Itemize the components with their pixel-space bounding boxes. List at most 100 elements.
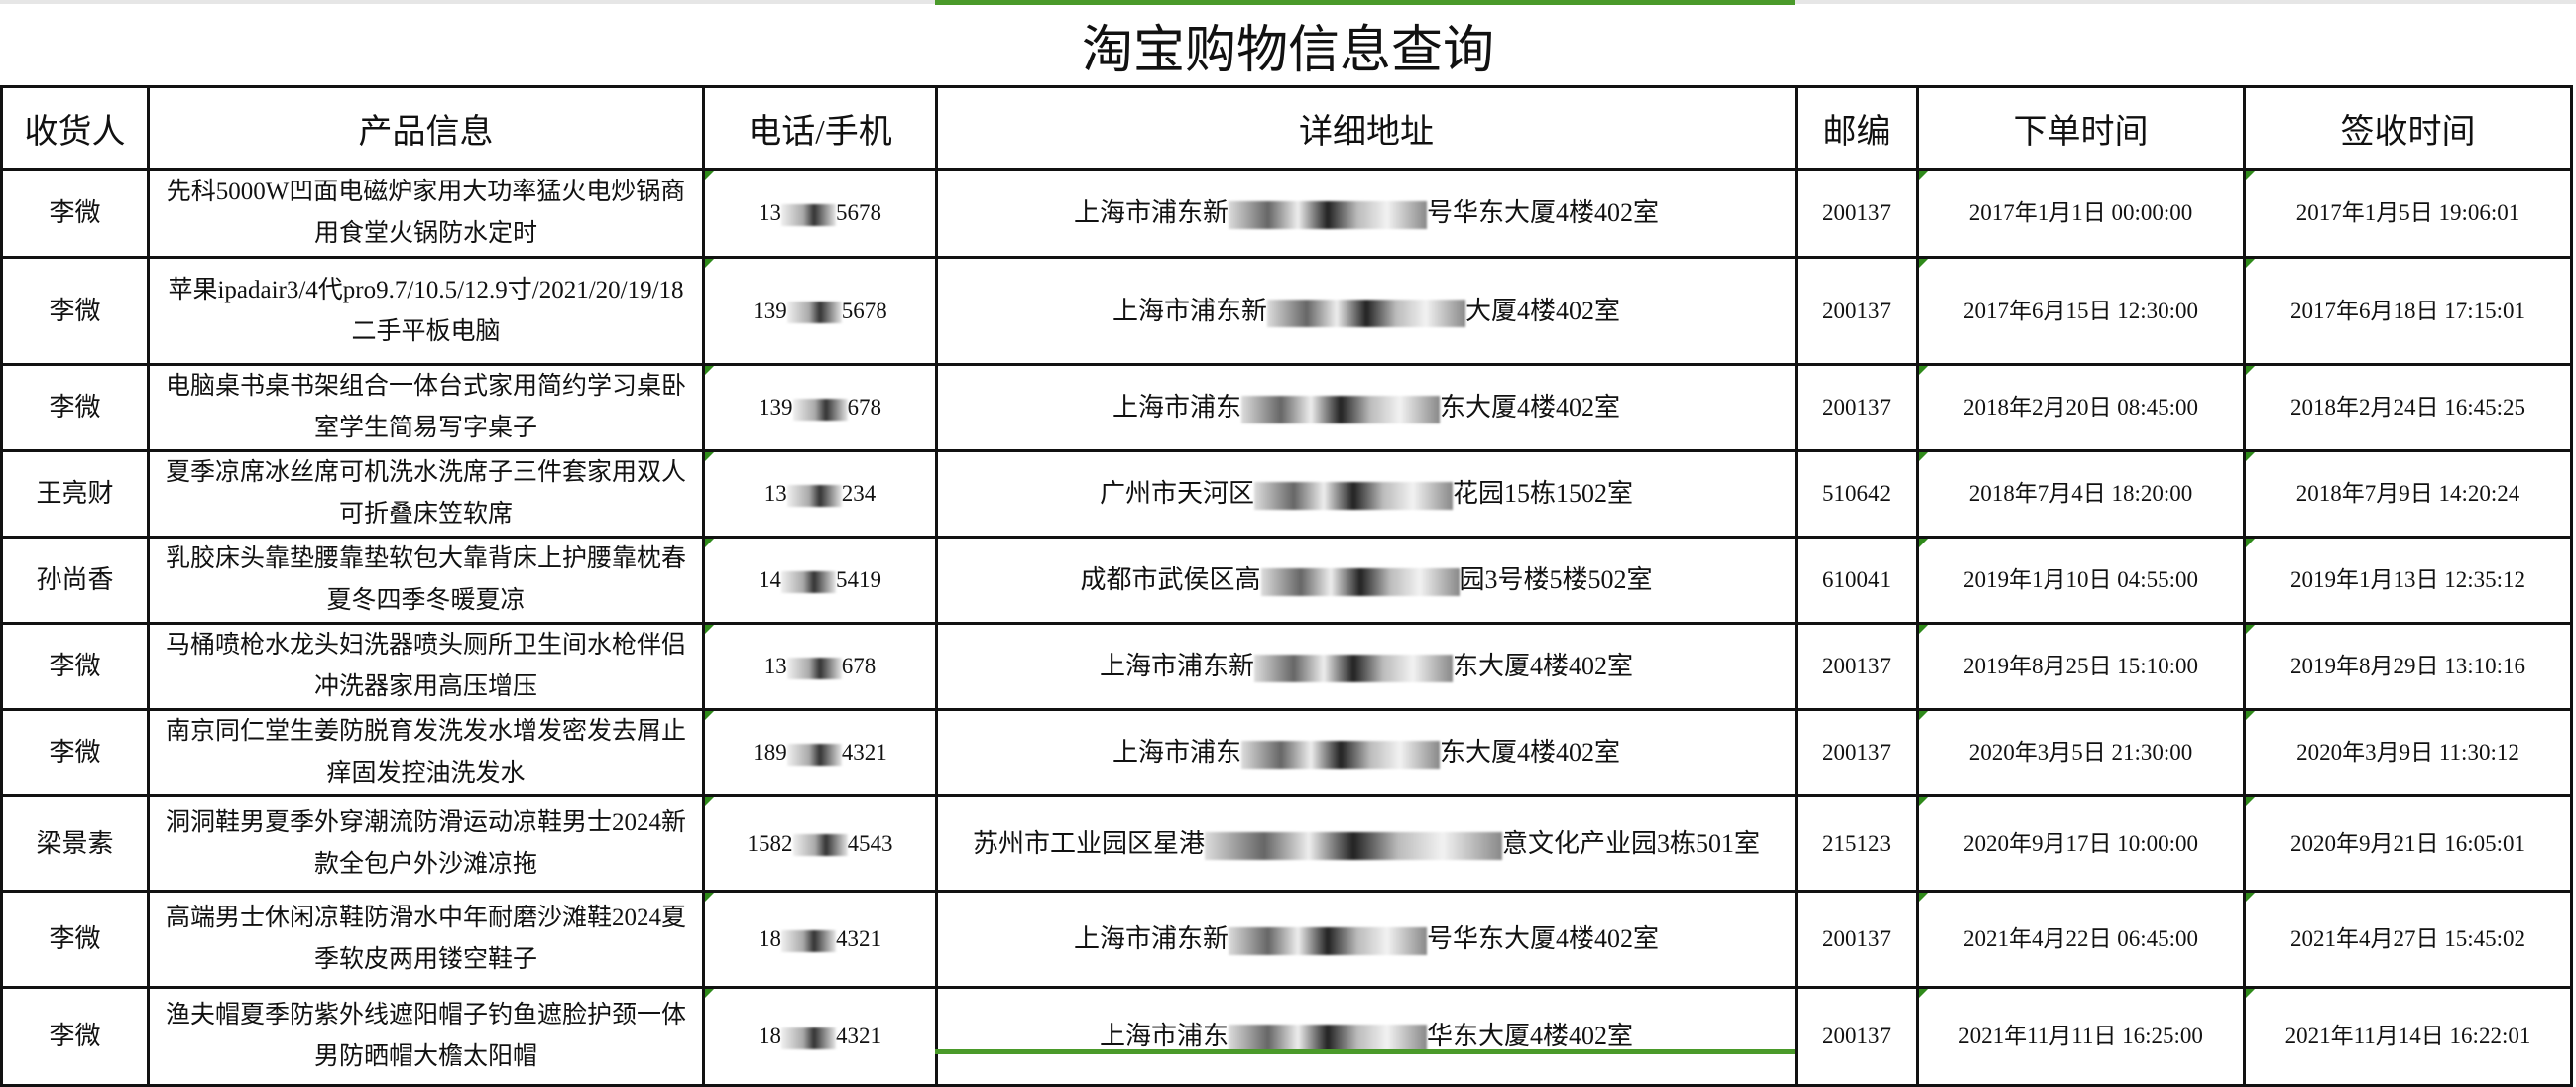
cell-address[interactable]: 上海市浦东新 东大厦4楼402室 (935, 622, 1798, 711)
cell-product[interactable]: 洞洞鞋男夏季外穿潮流防滑运动凉鞋男士2024新款全包户外沙滩凉拖 (147, 794, 705, 893)
cell-sign-time[interactable]: 2017年6月18日 17:15:01 (2243, 256, 2573, 366)
cell-phone[interactable]: 139 678 (702, 363, 938, 452)
cell-phone[interactable]: 189 4321 (702, 708, 938, 797)
cell-sign-time[interactable]: 2019年1月13日 12:35:12 (2243, 536, 2573, 625)
redacted-blur (1229, 927, 1427, 956)
cell-product[interactable]: 马桶喷枪水龙头妇洗器喷头厕所卫生间水枪伴侣冲洗器家用高压增压 (147, 622, 705, 711)
redacted-blur (1229, 201, 1427, 230)
cell-zip[interactable]: 200137 (1795, 708, 1919, 797)
header-phone[interactable]: 电话/手机 (702, 85, 938, 171)
cell-order-time[interactable]: 2017年6月15日 12:30:00 (1916, 256, 2246, 366)
cell-address[interactable]: 苏州市工业园区星港 意文化产业园3栋501室 (935, 794, 1798, 893)
header-address[interactable]: 详细地址 (935, 85, 1798, 171)
phone-prefix: 13 (763, 654, 787, 678)
phone-suffix: 5678 (836, 200, 881, 225)
cell-order-time[interactable]: 2021年11月11日 16:25:00 (1916, 986, 2246, 1087)
phone-prefix: 18 (759, 926, 781, 951)
cell-recipient[interactable]: 李微 (0, 890, 150, 989)
address-prefix: 上海市浦东新 (1099, 652, 1254, 680)
cell-zip[interactable]: 510642 (1795, 449, 1919, 539)
cell-zip[interactable]: 200137 (1795, 256, 1919, 366)
cell-recipient[interactable]: 李微 (0, 986, 150, 1087)
cell-order-time[interactable]: 2020年3月5日 21:30:00 (1916, 708, 2246, 797)
cell-sign-time[interactable]: 2019年8月29日 13:10:16 (2243, 622, 2573, 711)
cell-phone[interactable]: 13 678 (702, 622, 938, 711)
cell-address[interactable]: 上海市浦东 华东大厦4楼402室 (935, 986, 1798, 1087)
header-zip[interactable]: 邮编 (1795, 85, 1919, 171)
cell-phone[interactable]: 13 234 (702, 449, 938, 539)
table-row: 李微 先科5000W凹面电磁炉家用大功率猛火电炒锅商用食堂火锅防水定时 13 5678… (0, 168, 2573, 259)
cell-sign-time[interactable]: 2021年4月27日 15:45:02 (2243, 890, 2573, 989)
cell-phone[interactable]: 18 4321 (702, 890, 938, 989)
phone-prefix: 18 (759, 1024, 781, 1048)
cell-sign-time[interactable]: 2017年1月5日 19:06:01 (2243, 168, 2573, 259)
cell-address[interactable]: 上海市浦东新 号华东大厦4楼402室 (935, 890, 1798, 989)
cell-recipient[interactable]: 孙尚香 (0, 536, 150, 625)
cell-recipient[interactable]: 王亮财 (0, 449, 150, 539)
cell-sign-time[interactable]: 2018年2月24日 16:45:25 (2243, 363, 2573, 452)
cell-address[interactable]: 上海市浦东新 大厦4楼402室 (935, 256, 1798, 366)
phone-suffix: 4321 (841, 740, 887, 765)
cell-phone[interactable]: 139 5678 (702, 256, 938, 366)
cell-order-time[interactable]: 2017年1月1日 00:00:00 (1916, 168, 2246, 259)
cell-recipient[interactable]: 李微 (0, 168, 150, 259)
cell-order-time[interactable]: 2021年4月22日 06:45:00 (1916, 890, 2246, 989)
cell-zip[interactable]: 200137 (1795, 363, 1919, 452)
column-selection-indicator-bottom (935, 1049, 1795, 1054)
cell-address[interactable]: 上海市浦东 东大厦4楼402室 (935, 708, 1798, 797)
cell-order-time[interactable]: 2019年8月25日 15:10:00 (1916, 622, 2246, 711)
address-suffix: 号华东大厦4楼402室 (1427, 924, 1660, 953)
cell-recipient[interactable]: 李微 (0, 622, 150, 711)
cell-recipient[interactable]: 李微 (0, 708, 150, 797)
cell-order-time[interactable]: 2020年9月17日 10:00:00 (1916, 794, 2246, 893)
cell-address[interactable]: 广州市天河区 花园15栋1502室 (935, 449, 1798, 539)
cell-zip[interactable]: 200137 (1795, 890, 1919, 989)
cell-product[interactable]: 南京同仁堂生姜防脱育发洗发水增发密发去屑止痒固发控油洗发水 (147, 708, 705, 797)
address-suffix: 号华东大厦4楼402室 (1427, 198, 1660, 227)
redacted-blur (1205, 831, 1502, 860)
cell-address[interactable]: 成都市武侯区高 园3号楼5楼502室 (935, 536, 1798, 625)
cell-phone[interactable]: 14 5419 (702, 536, 938, 625)
cell-order-time[interactable]: 2018年7月4日 18:20:00 (1916, 449, 2246, 539)
cell-recipient[interactable]: 李微 (0, 363, 150, 452)
cell-zip[interactable]: 200137 (1795, 622, 1919, 711)
address-prefix: 成都市武侯区高 (1080, 565, 1261, 594)
cell-product[interactable]: 苹果ipadair3/4代pro9.7/10.5/12.9寸/2021/20/1… (147, 256, 705, 366)
address-prefix: 苏州市工业园区星港 (972, 828, 1205, 858)
cell-address[interactable]: 上海市浦东新 号华东大厦4楼402室 (935, 168, 1798, 259)
redacted-blur (792, 834, 848, 857)
cell-sign-time[interactable]: 2021年11月14日 16:22:01 (2243, 986, 2573, 1087)
cell-phone[interactable]: 1582 4543 (702, 794, 938, 893)
sheet-title: 淘宝购物信息查询 (1081, 22, 1494, 79)
cell-phone[interactable]: 13 5678 (702, 168, 938, 259)
cell-sign-time[interactable]: 2020年3月9日 11:30:12 (2243, 708, 2573, 797)
cell-recipient[interactable]: 梁景素 (0, 794, 150, 893)
cell-phone[interactable]: 18 4321 (702, 986, 938, 1087)
cell-product[interactable]: 夏季凉席冰丝席可机洗水洗席子三件套家用双人可折叠床笠软席 (147, 449, 705, 539)
cell-zip[interactable]: 200137 (1795, 168, 1919, 259)
header-product[interactable]: 产品信息 (147, 85, 705, 171)
cell-order-time[interactable]: 2019年1月10日 04:55:00 (1916, 536, 2246, 625)
cell-order-time[interactable]: 2018年2月20日 08:45:00 (1916, 363, 2246, 452)
cell-zip[interactable]: 200137 (1795, 986, 1919, 1087)
cell-product[interactable]: 渔夫帽夏季防紫外线遮阳帽子钓鱼遮脸护颈一体男防晒帽大檐太阳帽 (147, 986, 705, 1087)
redacted-blur (1254, 655, 1453, 683)
cell-product[interactable]: 高端男士休闲凉鞋防滑水中年耐磨沙滩鞋2024夏季软皮两用镂空鞋子 (147, 890, 705, 989)
header-recipient[interactable]: 收货人 (0, 85, 150, 171)
cell-recipient[interactable]: 李微 (0, 256, 150, 366)
header-order-time[interactable]: 下单时间 (1916, 85, 2246, 171)
phone-suffix: 4321 (836, 1024, 881, 1048)
header-sign-time[interactable]: 签收时间 (2243, 85, 2573, 171)
cell-product[interactable]: 乳胶床头靠垫腰靠垫软包大靠背床上护腰靠枕春夏冬四季冬暖夏凉 (147, 536, 705, 625)
cell-zip[interactable]: 610041 (1795, 536, 1919, 625)
cell-sign-time[interactable]: 2020年9月21日 16:05:01 (2243, 794, 2573, 893)
cell-zip[interactable]: 215123 (1795, 794, 1919, 893)
column-selection-indicator (935, 0, 1795, 5)
address-suffix: 意文化产业园3栋501室 (1502, 828, 1761, 858)
address-prefix: 上海市浦东新 (1112, 296, 1267, 325)
redacted-blur (1267, 299, 1465, 327)
cell-product[interactable]: 电脑桌书桌书架组合一体台式家用简约学习桌卧室学生简易写字桌子 (147, 363, 705, 452)
cell-product[interactable]: 先科5000W凹面电磁炉家用大功率猛火电炒锅商用食堂火锅防水定时 (147, 168, 705, 259)
cell-sign-time[interactable]: 2018年7月9日 14:20:24 (2243, 449, 2573, 539)
cell-address[interactable]: 上海市浦东 东大厦4楼402室 (935, 363, 1798, 452)
